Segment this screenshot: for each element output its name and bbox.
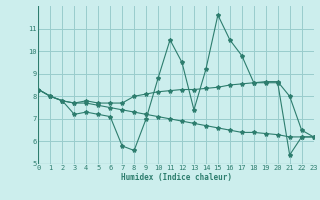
X-axis label: Humidex (Indice chaleur): Humidex (Indice chaleur) — [121, 173, 231, 182]
